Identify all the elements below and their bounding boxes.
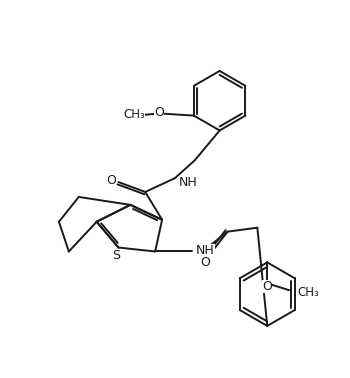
Text: O: O <box>262 280 272 293</box>
Text: S: S <box>112 249 120 262</box>
Text: O: O <box>106 174 117 187</box>
Text: NH: NH <box>179 175 198 189</box>
Text: NH: NH <box>196 244 215 257</box>
Text: CH₃: CH₃ <box>297 286 319 299</box>
Text: CH₃: CH₃ <box>124 108 145 121</box>
Text: O: O <box>200 256 210 269</box>
Text: O: O <box>154 106 164 119</box>
